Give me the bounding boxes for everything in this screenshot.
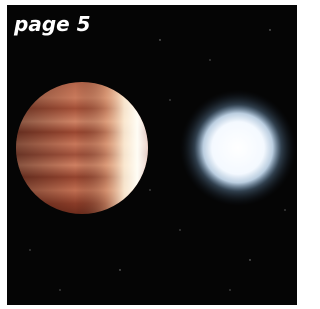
caption: page 5 (13, 12, 91, 36)
picture: page 5 (0, 0, 304, 309)
page: page 5 (() => { const data = JSON.parse(… (0, 0, 304, 309)
planet (16, 82, 148, 214)
star (180, 90, 296, 206)
